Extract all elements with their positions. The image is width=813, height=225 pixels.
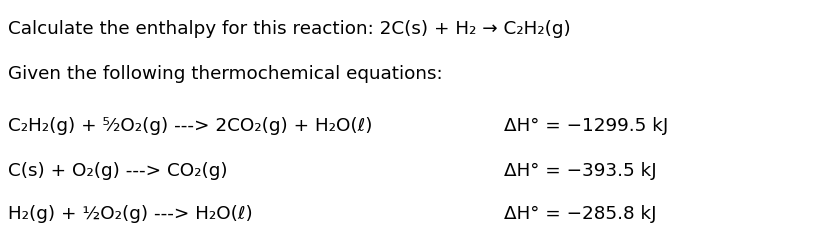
Text: C₂H₂(g) + ⁵⁄₂O₂(g) ---> 2CO₂(g) + H₂O(ℓ): C₂H₂(g) + ⁵⁄₂O₂(g) ---> 2CO₂(g) + H₂O(ℓ) [8, 117, 372, 135]
Text: ΔH° = −285.8 kJ: ΔH° = −285.8 kJ [504, 205, 657, 223]
Text: ΔH° = −393.5 kJ: ΔH° = −393.5 kJ [504, 162, 657, 180]
Text: C(s) + O₂(g) ---> CO₂(g): C(s) + O₂(g) ---> CO₂(g) [8, 162, 228, 180]
Text: Calculate the enthalpy for this reaction: 2C(s) + H₂ → C₂H₂(g): Calculate the enthalpy for this reaction… [8, 20, 571, 38]
Text: H₂(g) + ½O₂(g) ---> H₂O(ℓ): H₂(g) + ½O₂(g) ---> H₂O(ℓ) [8, 205, 253, 223]
Text: Given the following thermochemical equations:: Given the following thermochemical equat… [8, 65, 443, 83]
Text: ΔH° = −1299.5 kJ: ΔH° = −1299.5 kJ [504, 117, 668, 135]
